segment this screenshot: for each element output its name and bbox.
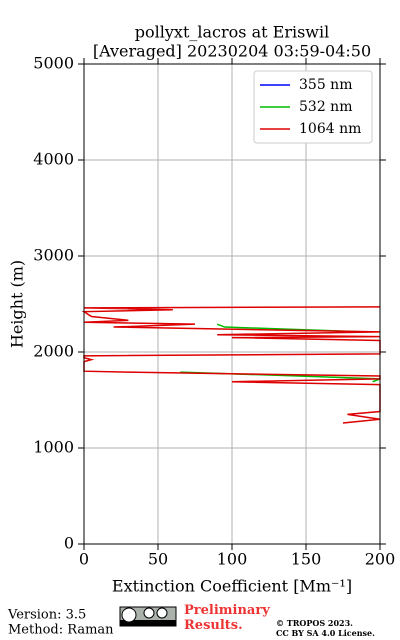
method: Method: Raman — [8, 623, 114, 638]
cc-logo — [119, 606, 177, 627]
x-tick-label: 0 — [79, 550, 89, 569]
copyright: © TROPOS 2023. — [276, 618, 353, 628]
status-line: Preliminary Results. — [184, 603, 270, 633]
chart-subtitle: [Averaged] 20230204 03:59-04:50 — [93, 42, 371, 61]
x-tick-label: 50 — [148, 550, 168, 569]
x-tick-label: 100 — [217, 550, 248, 569]
y-tick-label: 5000 — [33, 54, 74, 73]
legend-box — [253, 70, 373, 144]
legend-label: 532 nm — [299, 99, 352, 115]
legend-label: 1064 nm — [299, 121, 361, 137]
y-tick-label: 2000 — [33, 342, 74, 361]
chart-title: pollyxt_lacros at Eriswil — [135, 23, 329, 42]
legend-label: 355 nm — [299, 77, 352, 93]
y-axis-label: Height (m) — [8, 260, 27, 348]
plot-frame — [83, 63, 381, 545]
x-axis-label: Extinction Coefficient [Mm⁻¹] — [112, 577, 352, 596]
y-tick-label: 4000 — [33, 150, 74, 169]
version: Version: 3.5 — [7, 608, 86, 623]
y-tick-label: 0 — [64, 534, 74, 553]
license: CC BY SA 4.0 License. — [276, 628, 375, 638]
y-tick-label: 3000 — [33, 246, 74, 265]
y-tick-label: 1000 — [33, 438, 74, 457]
x-tick-label: 200 — [365, 550, 396, 569]
x-tick-label: 150 — [291, 550, 322, 569]
